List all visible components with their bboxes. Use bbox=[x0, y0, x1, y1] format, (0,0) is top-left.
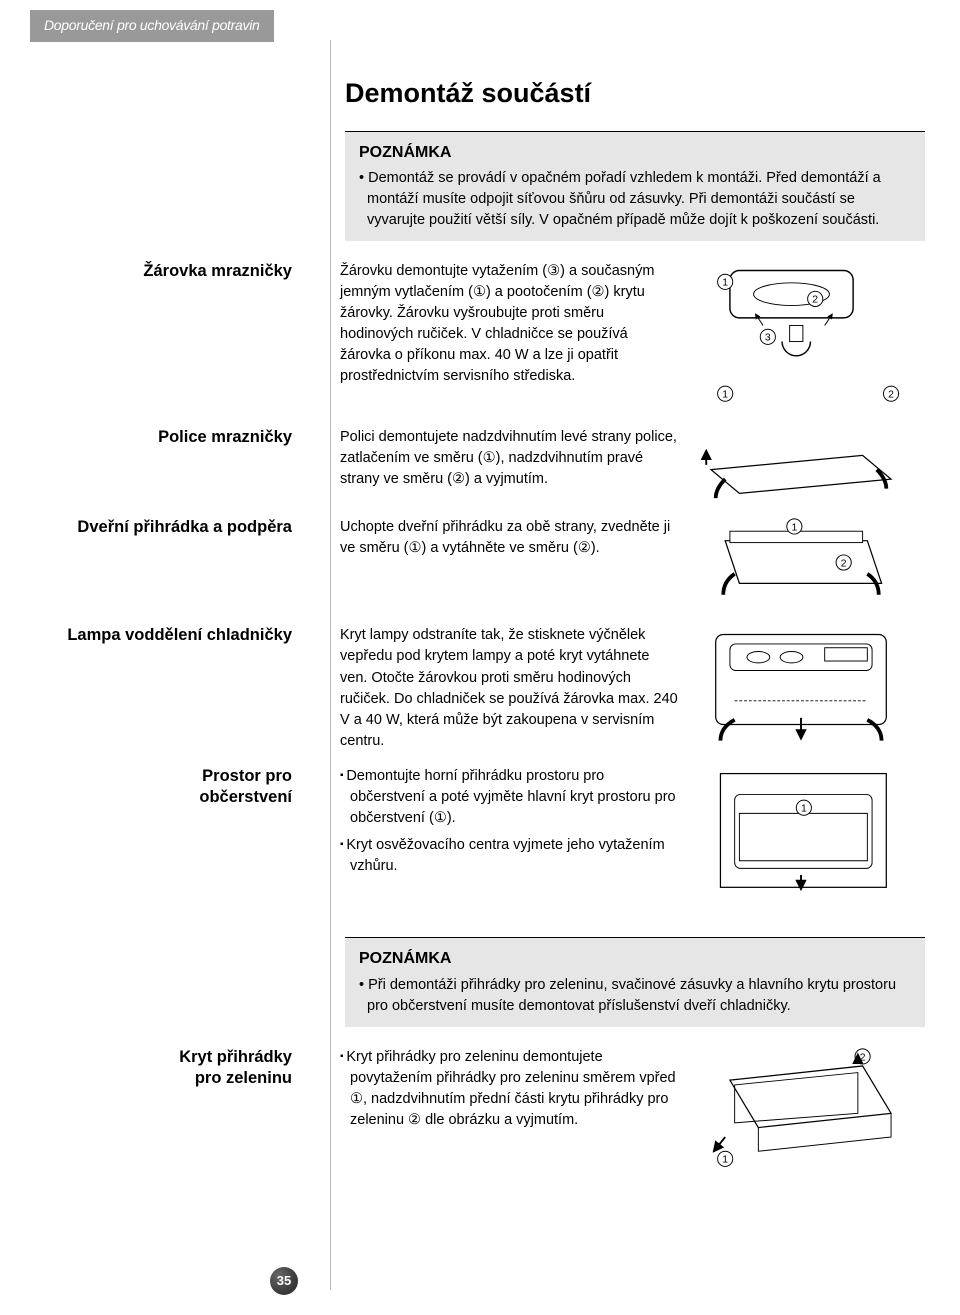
svg-text:2: 2 bbox=[812, 295, 818, 306]
page-title: Demontáž součástí bbox=[345, 75, 960, 113]
section-text: Kryt lampy odstraníte tak, že stisknete … bbox=[310, 625, 680, 751]
svg-text:1: 1 bbox=[791, 522, 797, 533]
section-text: Kryt přihrádky pro zeleninu demontujete … bbox=[310, 1047, 680, 1137]
section-text: Žárovku demontujte vytažením (③) a souča… bbox=[310, 261, 680, 387]
svg-text:1: 1 bbox=[722, 1154, 728, 1165]
section-tab: Doporučení pro uchovávání potravin bbox=[30, 10, 274, 42]
section-label: Žárovka mrazničky bbox=[0, 261, 310, 282]
section-label: Police mrazničky bbox=[0, 427, 310, 448]
svg-text:1: 1 bbox=[801, 803, 807, 814]
label-line: občerstvení bbox=[199, 788, 292, 806]
bullet-text: Kryt osvěžovacího centra vyjmete jeho vy… bbox=[340, 835, 680, 877]
door-bin-diagram: 1 2 bbox=[692, 517, 910, 612]
svg-text:2: 2 bbox=[860, 1052, 866, 1063]
label-line: Prostor pro bbox=[202, 767, 292, 785]
note-heading: POZNÁMKA bbox=[359, 948, 911, 970]
shelf-diagram bbox=[692, 427, 910, 503]
section-label: Kryt přihrádky pro zeleninu bbox=[0, 1047, 310, 1090]
veg-cover-diagram: 1 2 bbox=[692, 1047, 910, 1180]
note-text: Demontáž se provádí v opačném pořadí vzh… bbox=[359, 168, 911, 231]
refresh-center-diagram: 1 bbox=[692, 766, 910, 899]
page-number: 35 bbox=[270, 1267, 298, 1295]
note-heading: POZNÁMKA bbox=[359, 142, 911, 164]
note-text: Při demontáži přihrádky pro zeleninu, sv… bbox=[359, 975, 911, 1017]
note-box-mid: POZNÁMKA Při demontáži přihrádky pro zel… bbox=[345, 937, 925, 1026]
svg-text:3: 3 bbox=[765, 333, 771, 344]
section-label: Lampa voddělení chladničky bbox=[0, 625, 310, 646]
label-line: Kryt přihrádky bbox=[179, 1048, 292, 1066]
bulb-diagram: 1 2 3 1 2 bbox=[692, 261, 910, 413]
svg-text:1: 1 bbox=[722, 278, 728, 289]
svg-text:2: 2 bbox=[888, 390, 894, 401]
section-text: Demontujte horní přihrádku prostoru pro … bbox=[310, 766, 680, 883]
section-label: Prostor pro občerstvení bbox=[0, 766, 310, 809]
lamp-diagram bbox=[692, 625, 910, 748]
section-text: Polici demontujete nadzdvihnutím levé st… bbox=[310, 427, 680, 490]
svg-text:2: 2 bbox=[841, 558, 847, 569]
bullet-text: Kryt přihrádky pro zeleninu demontujete … bbox=[340, 1047, 680, 1131]
section-label: Dveřní přihrádka a podpěra bbox=[0, 517, 310, 538]
svg-text:1: 1 bbox=[722, 390, 728, 401]
note-box-top: POZNÁMKA Demontáž se provádí v opačném p… bbox=[345, 131, 925, 241]
label-line: pro zeleninu bbox=[195, 1069, 292, 1087]
section-text: Uchopte dveřní přihrádku za obě strany, … bbox=[310, 517, 680, 559]
bullet-text: Demontujte horní přihrádku prostoru pro … bbox=[340, 766, 680, 829]
